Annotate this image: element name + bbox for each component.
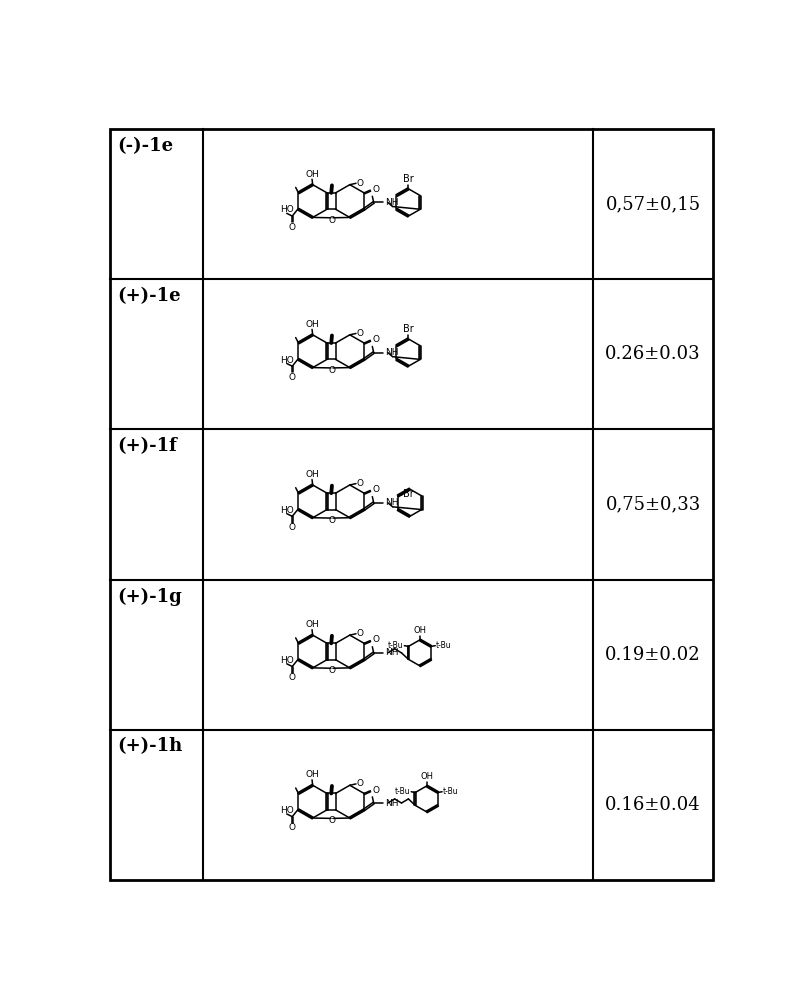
Text: 0,57±0,15: 0,57±0,15 [605,195,699,213]
Text: NH: NH [384,648,398,657]
Text: (+)-1f: (+)-1f [117,438,177,456]
Text: 0.26±0.03: 0.26±0.03 [605,346,700,364]
Text: O: O [328,366,335,375]
Text: O: O [372,486,379,495]
Text: NH: NH [384,499,398,507]
Text: O: O [372,185,379,194]
Text: Br: Br [403,174,413,184]
Text: OH: OH [305,470,318,479]
Text: O: O [372,335,379,344]
Text: OH: OH [420,772,433,781]
Text: OH: OH [414,626,427,635]
Text: O: O [289,373,295,382]
Text: NH: NH [384,798,398,807]
Text: (-)-1e: (-)-1e [117,137,173,155]
Text: O: O [328,216,335,225]
Text: O: O [356,329,363,338]
Text: OH: OH [305,320,318,329]
Text: OH: OH [305,170,318,179]
Text: HO: HO [280,505,294,514]
Text: HO: HO [280,356,294,365]
Text: t-Bu: t-Bu [442,786,458,795]
Text: O: O [372,785,379,794]
Text: O: O [356,179,363,188]
Text: O: O [372,635,379,644]
Text: (+)-1h: (+)-1h [117,737,182,755]
Text: 0.16±0.04: 0.16±0.04 [605,796,700,814]
Text: O: O [356,779,363,788]
Text: HO: HO [280,806,294,815]
Text: O: O [289,823,295,832]
Text: NH: NH [384,348,398,357]
Text: t-Bu: t-Bu [387,640,403,649]
Text: HO: HO [280,206,294,215]
Text: t-Bu: t-Bu [395,786,410,795]
Text: O: O [289,523,295,532]
Text: HO: HO [280,656,294,665]
Text: O: O [328,666,335,675]
Text: (+)-1e: (+)-1e [117,287,180,305]
Text: 0.19±0.02: 0.19±0.02 [605,645,700,663]
Text: O: O [356,480,363,489]
Text: 0,75±0,33: 0,75±0,33 [605,496,700,513]
Text: Br: Br [403,324,413,334]
Text: NH: NH [384,198,398,207]
Text: O: O [328,816,335,825]
Text: t-Bu: t-Bu [435,640,451,649]
Text: (+)-1g: (+)-1g [117,587,182,605]
Text: O: O [356,629,363,638]
Text: OH: OH [305,770,318,779]
Text: O: O [328,515,335,524]
Text: Br: Br [402,489,413,499]
Text: OH: OH [305,620,318,629]
Text: O: O [289,673,295,682]
Text: O: O [289,223,295,232]
